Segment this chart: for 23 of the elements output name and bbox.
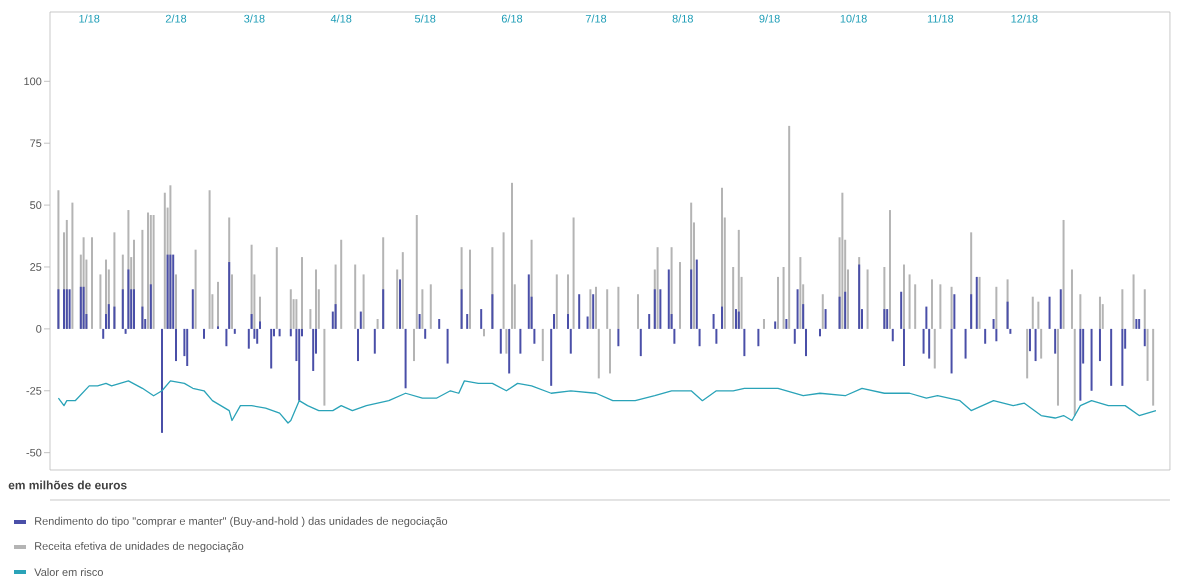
x-tick-label: 11/18 bbox=[927, 14, 954, 23]
x-tick-label: 4/18 bbox=[330, 14, 352, 23]
legend-label: Receita efetiva de unidades de negociação bbox=[35, 541, 244, 553]
y-tick-label: 0 bbox=[36, 325, 42, 333]
y-tick-label: 75 bbox=[30, 139, 42, 148]
y-tick-label: 100 bbox=[24, 77, 42, 86]
y-tick-label: -50 bbox=[26, 448, 42, 457]
legend-label: Valor em risco bbox=[34, 567, 103, 577]
x-tick-label: 2/18 bbox=[165, 14, 187, 23]
x-tick-label: 9/18 bbox=[759, 14, 780, 23]
y-tick-label: 25 bbox=[30, 263, 42, 271]
x-tick-label: 12/18 bbox=[1011, 14, 1038, 23]
x-tick-label: 1/18 bbox=[79, 14, 100, 23]
x-tick-label: 6/18 bbox=[501, 14, 523, 23]
x-tick-label: 10/18 bbox=[840, 14, 867, 23]
x-tick-label: 8/18 bbox=[672, 14, 693, 23]
x-tick-label: 5/18 bbox=[414, 14, 436, 23]
y-tick-label: 50 bbox=[30, 201, 42, 209]
x-tick-label: 3/18 bbox=[244, 14, 265, 23]
text: em milhões de euros bbox=[8, 480, 127, 490]
legend-label: Rendimento do tipo "comprar e manter" (Buy-and-hold ) das unidades de negociação bbox=[35, 516, 448, 528]
y-tick-label: -25 bbox=[26, 386, 42, 395]
x-tick-label: 7/18 bbox=[585, 14, 607, 23]
